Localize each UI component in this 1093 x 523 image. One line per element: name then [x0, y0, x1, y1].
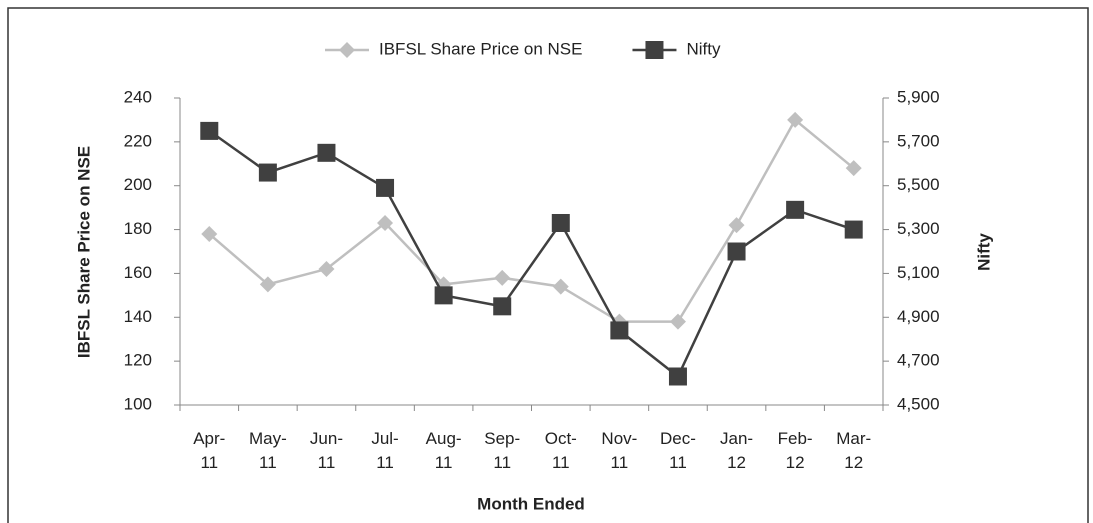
x-tick-label: Jan-12: [719, 429, 754, 472]
point: [376, 178, 395, 197]
x-tick-label: Feb-12: [777, 429, 813, 472]
point: [728, 217, 745, 234]
point: [377, 214, 394, 231]
y-tick-label: 220: [124, 131, 152, 150]
point: [258, 163, 277, 182]
y-tick-label: 140: [124, 307, 152, 326]
point: [259, 276, 276, 293]
x-tick-label: Apr-11: [193, 429, 226, 472]
point: [787, 111, 804, 128]
x-tick-label: Mar-12: [836, 429, 872, 472]
y2-tick-label: 5,700: [897, 131, 940, 150]
point: [727, 242, 746, 261]
y-axis-title: IBFSL Share Price on NSE: [74, 146, 93, 358]
x-tick-label: Sep-11: [484, 429, 521, 472]
point: [551, 213, 570, 232]
point: [494, 269, 511, 286]
x-tick-label: May-11: [248, 429, 287, 472]
point: [786, 200, 805, 219]
x-tick-label: Jun-11: [309, 429, 343, 472]
point: [317, 143, 336, 162]
point: [552, 278, 569, 295]
legend-marker: [645, 41, 664, 59]
y-tick-label: 100: [124, 394, 152, 413]
y2-tick-label: 4,500: [897, 394, 940, 413]
frame: [7, 7, 1089, 523]
legend-marker: [339, 42, 355, 58]
y-tick-label: 160: [124, 263, 152, 282]
x-tick-label: Oct-11: [544, 429, 577, 472]
y-tick-label: 120: [124, 351, 152, 370]
point: [669, 313, 686, 330]
y2-tick-label: 5,900: [897, 87, 940, 106]
legend-label: IBFSL Share Price on NSE: [379, 39, 582, 58]
y2-tick-label: 5,500: [897, 175, 940, 194]
point: [434, 286, 453, 305]
point: [844, 220, 863, 239]
point: [845, 160, 862, 177]
x-axis-title: Month Ended: [477, 494, 585, 513]
y2-axis-title: Nifty: [974, 233, 993, 271]
x-tick-label: Dec-11: [660, 429, 696, 472]
y-tick-label: 180: [124, 219, 152, 238]
x-tick-label: Jul-11: [371, 429, 399, 472]
point: [493, 297, 512, 316]
y2-tick-label: 4,700: [897, 351, 940, 370]
y2-tick-label: 5,300: [897, 219, 940, 238]
y2-tick-label: 4,900: [897, 307, 940, 326]
y-tick-label: 240: [124, 87, 152, 106]
point: [200, 121, 219, 140]
point: [318, 261, 335, 278]
point: [201, 225, 218, 242]
legend-label: Nifty: [686, 39, 721, 58]
point: [668, 367, 687, 386]
y2-tick-label: 5,100: [897, 263, 940, 282]
y-tick-label: 200: [124, 175, 152, 194]
series-line: [208, 129, 855, 379]
x-tick-label: Aug-11: [425, 429, 462, 472]
x-tick-label: Nov-11: [601, 429, 638, 472]
point: [610, 321, 629, 340]
series-line: [208, 118, 855, 323]
